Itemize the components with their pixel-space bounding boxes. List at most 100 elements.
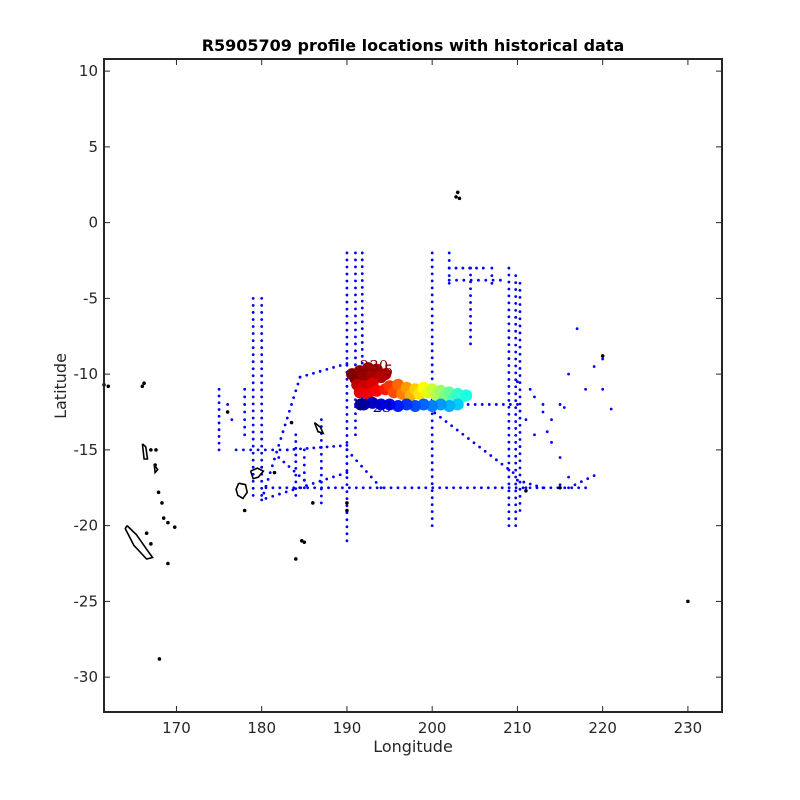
historical-point [518, 324, 522, 328]
historical-point [514, 350, 518, 354]
historical-point [313, 486, 317, 490]
historical-point [345, 405, 349, 409]
historical-point [518, 296, 522, 299]
historical-point [507, 322, 511, 326]
historical-point [285, 486, 289, 490]
historical-point [518, 395, 522, 399]
historical-point [507, 489, 511, 493]
historical-point [319, 418, 323, 421]
historical-point [354, 426, 357, 430]
historical-point [518, 402, 522, 406]
historical-point [430, 293, 434, 297]
historical-point [354, 307, 357, 311]
historical-point [260, 451, 264, 455]
historical-point [345, 286, 349, 290]
historical-point [518, 501, 522, 505]
historical-point [360, 299, 364, 303]
historical-point [345, 321, 349, 325]
historical-point [284, 490, 288, 494]
historical-point [454, 266, 458, 270]
historical-point [467, 437, 470, 440]
historical-point [226, 403, 230, 406]
historical-point [345, 490, 349, 494]
historical-point [573, 483, 577, 487]
historical-point [514, 295, 518, 298]
historical-point [430, 447, 434, 451]
historical-point [338, 444, 342, 448]
historical-point [507, 426, 511, 430]
historical-point [466, 486, 469, 490]
historical-point [514, 427, 518, 430]
y-tick-label: -20 [74, 517, 99, 535]
historical-point [217, 448, 221, 452]
historical-point [518, 423, 522, 427]
historical-point [514, 302, 518, 305]
historical-point [521, 486, 525, 490]
historical-point [430, 300, 434, 304]
historical-point [601, 357, 605, 361]
island-marker [153, 463, 157, 467]
historical-point [318, 369, 322, 373]
historical-point [507, 301, 511, 305]
historical-point [325, 477, 329, 481]
historical-point [251, 430, 255, 434]
historical-point [299, 447, 302, 451]
historical-point [251, 479, 255, 483]
historical-point [439, 415, 442, 419]
historical-point [455, 278, 458, 282]
historical-point [518, 374, 522, 377]
historical-point [319, 459, 323, 463]
historical-point [360, 320, 364, 324]
historical-point [507, 280, 511, 284]
historical-point [469, 266, 472, 270]
historical-point [338, 473, 342, 477]
historical-point [430, 356, 434, 360]
coastline [313, 421, 325, 435]
historical-point [430, 510, 434, 514]
historical-point [251, 353, 255, 357]
historical-point [345, 504, 349, 508]
historical-point [445, 486, 449, 490]
historical-point [354, 342, 357, 346]
historical-point [507, 391, 511, 395]
historical-point [294, 433, 298, 437]
historical-point [478, 445, 481, 449]
island-marker [142, 381, 146, 386]
historical-point [260, 296, 264, 300]
historical-point [360, 292, 364, 296]
historical-point [345, 279, 349, 283]
historical-point [524, 418, 528, 421]
historical-point [260, 311, 264, 314]
historical-point [311, 481, 315, 485]
historical-point [584, 387, 588, 391]
historical-point [294, 440, 298, 443]
historical-point [260, 325, 264, 328]
historical-point [354, 314, 357, 318]
historical-point [319, 487, 323, 491]
historical-point [487, 403, 491, 406]
historical-point [345, 469, 349, 472]
historical-point [264, 496, 268, 500]
historical-point [507, 378, 511, 381]
historical-point [256, 448, 260, 452]
y-tick-label: -30 [74, 668, 99, 686]
historical-point [528, 486, 532, 490]
historical-point [514, 496, 518, 500]
historical-point [345, 300, 349, 304]
historical-point [251, 296, 255, 300]
historical-point [508, 403, 512, 406]
historical-point [345, 448, 349, 452]
x-axis-label: Longitude [373, 737, 453, 756]
historical-point [354, 328, 357, 332]
historical-point [567, 486, 570, 490]
historical-point [558, 456, 562, 459]
historical-point [507, 482, 511, 486]
historical-point [290, 403, 293, 406]
historical-point [518, 409, 522, 413]
historical-point [558, 483, 562, 487]
historical-point [251, 395, 255, 399]
historical-point [494, 458, 498, 462]
historical-point [601, 387, 605, 391]
historical-point [430, 286, 434, 290]
historical-point [430, 419, 434, 423]
